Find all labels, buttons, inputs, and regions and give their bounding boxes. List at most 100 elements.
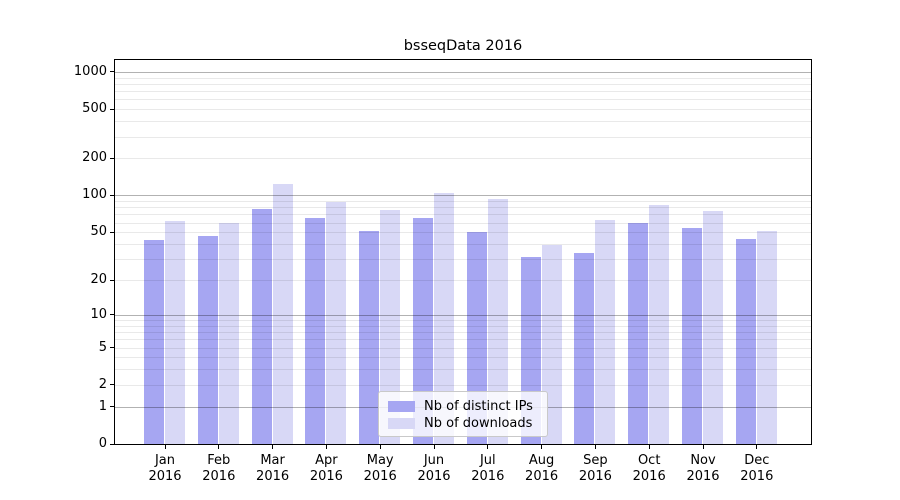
x-tick-label-mar: Mar 2016	[241, 453, 305, 485]
legend-swatch-downloads	[388, 418, 415, 429]
legend-entry-distinct-ips: Nb of distinct IPs	[388, 398, 547, 415]
x-tick-year: 2016	[740, 469, 774, 484]
gridline-minor	[115, 332, 811, 334]
gridline-minor	[115, 121, 811, 123]
x-tick-year: 2016	[578, 469, 612, 484]
x-tick-year: 2016	[202, 469, 236, 484]
y-tick-label: 1	[98, 398, 107, 414]
x-tick-year: 2016	[148, 469, 182, 484]
bar-distinct-ips-apr	[305, 217, 326, 444]
y-tick-label: 500	[82, 101, 107, 117]
y-tick-label: 50	[90, 224, 107, 240]
bar-downloads-sep	[595, 220, 616, 444]
y-tick-label: 20	[90, 272, 107, 288]
y-tick-label: 5	[98, 339, 107, 355]
x-tick-year: 2016	[525, 469, 559, 484]
x-tick-month: Dec	[744, 453, 770, 468]
bar-downloads-jan	[165, 220, 185, 444]
bar-downloads-feb	[218, 222, 239, 444]
x-tick-month: Nov	[690, 453, 716, 468]
gridline-minor	[115, 91, 811, 93]
legend-label-downloads: Nb of downloads	[424, 416, 533, 431]
gridline-minor	[115, 244, 811, 245]
x-tick-month: Sep	[583, 453, 608, 468]
grid-layer	[115, 60, 811, 444]
gridline-major	[115, 71, 811, 73]
x-tick-month: Jun	[423, 453, 445, 468]
plot-area: Nb of distinct IPs Nb of downloads	[114, 59, 812, 445]
x-tick-mark	[594, 445, 596, 449]
x-tick-month: May	[366, 453, 394, 468]
gridline-minor	[115, 99, 811, 101]
x-tick-label-jun: Jun 2016	[402, 453, 466, 485]
gridline-minor	[115, 369, 811, 371]
gridline-minor	[115, 339, 811, 341]
gridline-minor	[115, 136, 811, 138]
bar-downloads-oct	[649, 205, 670, 444]
x-tick-label-dec: Dec 2016	[725, 453, 789, 485]
gridline-minor	[115, 384, 811, 386]
bar-distinct-ips-sep	[574, 252, 595, 444]
bar-downloads-nov	[703, 211, 723, 444]
gridline-major	[115, 195, 811, 197]
y-tick-label: 1000	[73, 63, 107, 79]
y-tick-label: 200	[82, 150, 107, 166]
gridline-minor	[115, 109, 811, 111]
gridline-minor	[115, 222, 811, 224]
bar-distinct-ips-may	[359, 231, 380, 444]
x-tick-mark	[433, 445, 435, 449]
bar-downloads-apr	[326, 201, 347, 444]
gridline-major	[115, 314, 811, 316]
x-tick-year: 2016	[417, 469, 451, 484]
x-tick-mark	[487, 445, 489, 449]
gridline-minor	[115, 280, 811, 282]
gridline-minor	[115, 214, 811, 216]
x-tick-mark	[272, 445, 274, 449]
gridline-minor	[115, 357, 811, 359]
x-tick-label-jul: Jul 2016	[456, 453, 520, 485]
x-tick-month: Jul	[479, 453, 496, 468]
chart-title: bsseqData 2016	[403, 38, 523, 54]
bar-downloads-jun	[434, 193, 454, 444]
x-tick-mark	[648, 445, 650, 449]
bar-downloads-dec	[756, 231, 777, 444]
x-tick-year: 2016	[256, 469, 290, 484]
x-tick-mark	[379, 445, 381, 449]
gridline-minor	[115, 232, 811, 234]
x-tick-mark	[164, 445, 166, 449]
gridline-minor	[115, 320, 811, 321]
bar-distinct-ips-jan	[144, 240, 164, 444]
y-tick-label: 2	[98, 376, 107, 392]
bar-downloads-jul	[487, 198, 508, 444]
x-tick-mark	[541, 445, 543, 449]
gridline-minor	[115, 83, 811, 85]
legend-swatch-distinct-ips	[388, 401, 415, 412]
x-tick-label-sep: Sep 2016	[563, 453, 627, 485]
x-tick-year: 2016	[632, 469, 666, 484]
x-tick-label-may: May 2016	[348, 453, 412, 485]
gridline-minor	[115, 259, 811, 261]
gridline-minor	[115, 77, 811, 79]
gridline-minor	[115, 347, 811, 349]
y-tick-label: 0	[98, 436, 107, 451]
x-tick-month: Mar	[260, 453, 285, 468]
x-tick-label-nov: Nov 2016	[671, 453, 735, 485]
y-tick-label: 100	[82, 187, 107, 203]
x-tick-year: 2016	[471, 469, 505, 484]
y-tick-label: 10	[90, 306, 107, 322]
bar-downloads-may	[380, 210, 401, 444]
x-tick-label-oct: Oct 2016	[617, 453, 681, 485]
bar-distinct-ips-mar	[251, 209, 272, 444]
x-tick-mark	[218, 445, 220, 449]
x-tick-year: 2016	[309, 469, 343, 484]
bar-distinct-ips-jun	[413, 218, 433, 444]
gridline-minor	[115, 207, 811, 209]
bar-distinct-ips-feb	[197, 235, 218, 444]
bar-distinct-ips-nov	[682, 228, 702, 444]
gridline-minor	[115, 158, 811, 160]
x-tick-mark	[702, 445, 704, 449]
bar-downloads-mar	[272, 183, 293, 444]
x-tick-label-aug: Aug 2016	[510, 453, 574, 485]
x-tick-mark	[756, 445, 758, 449]
x-tick-month: Jan	[154, 453, 176, 468]
